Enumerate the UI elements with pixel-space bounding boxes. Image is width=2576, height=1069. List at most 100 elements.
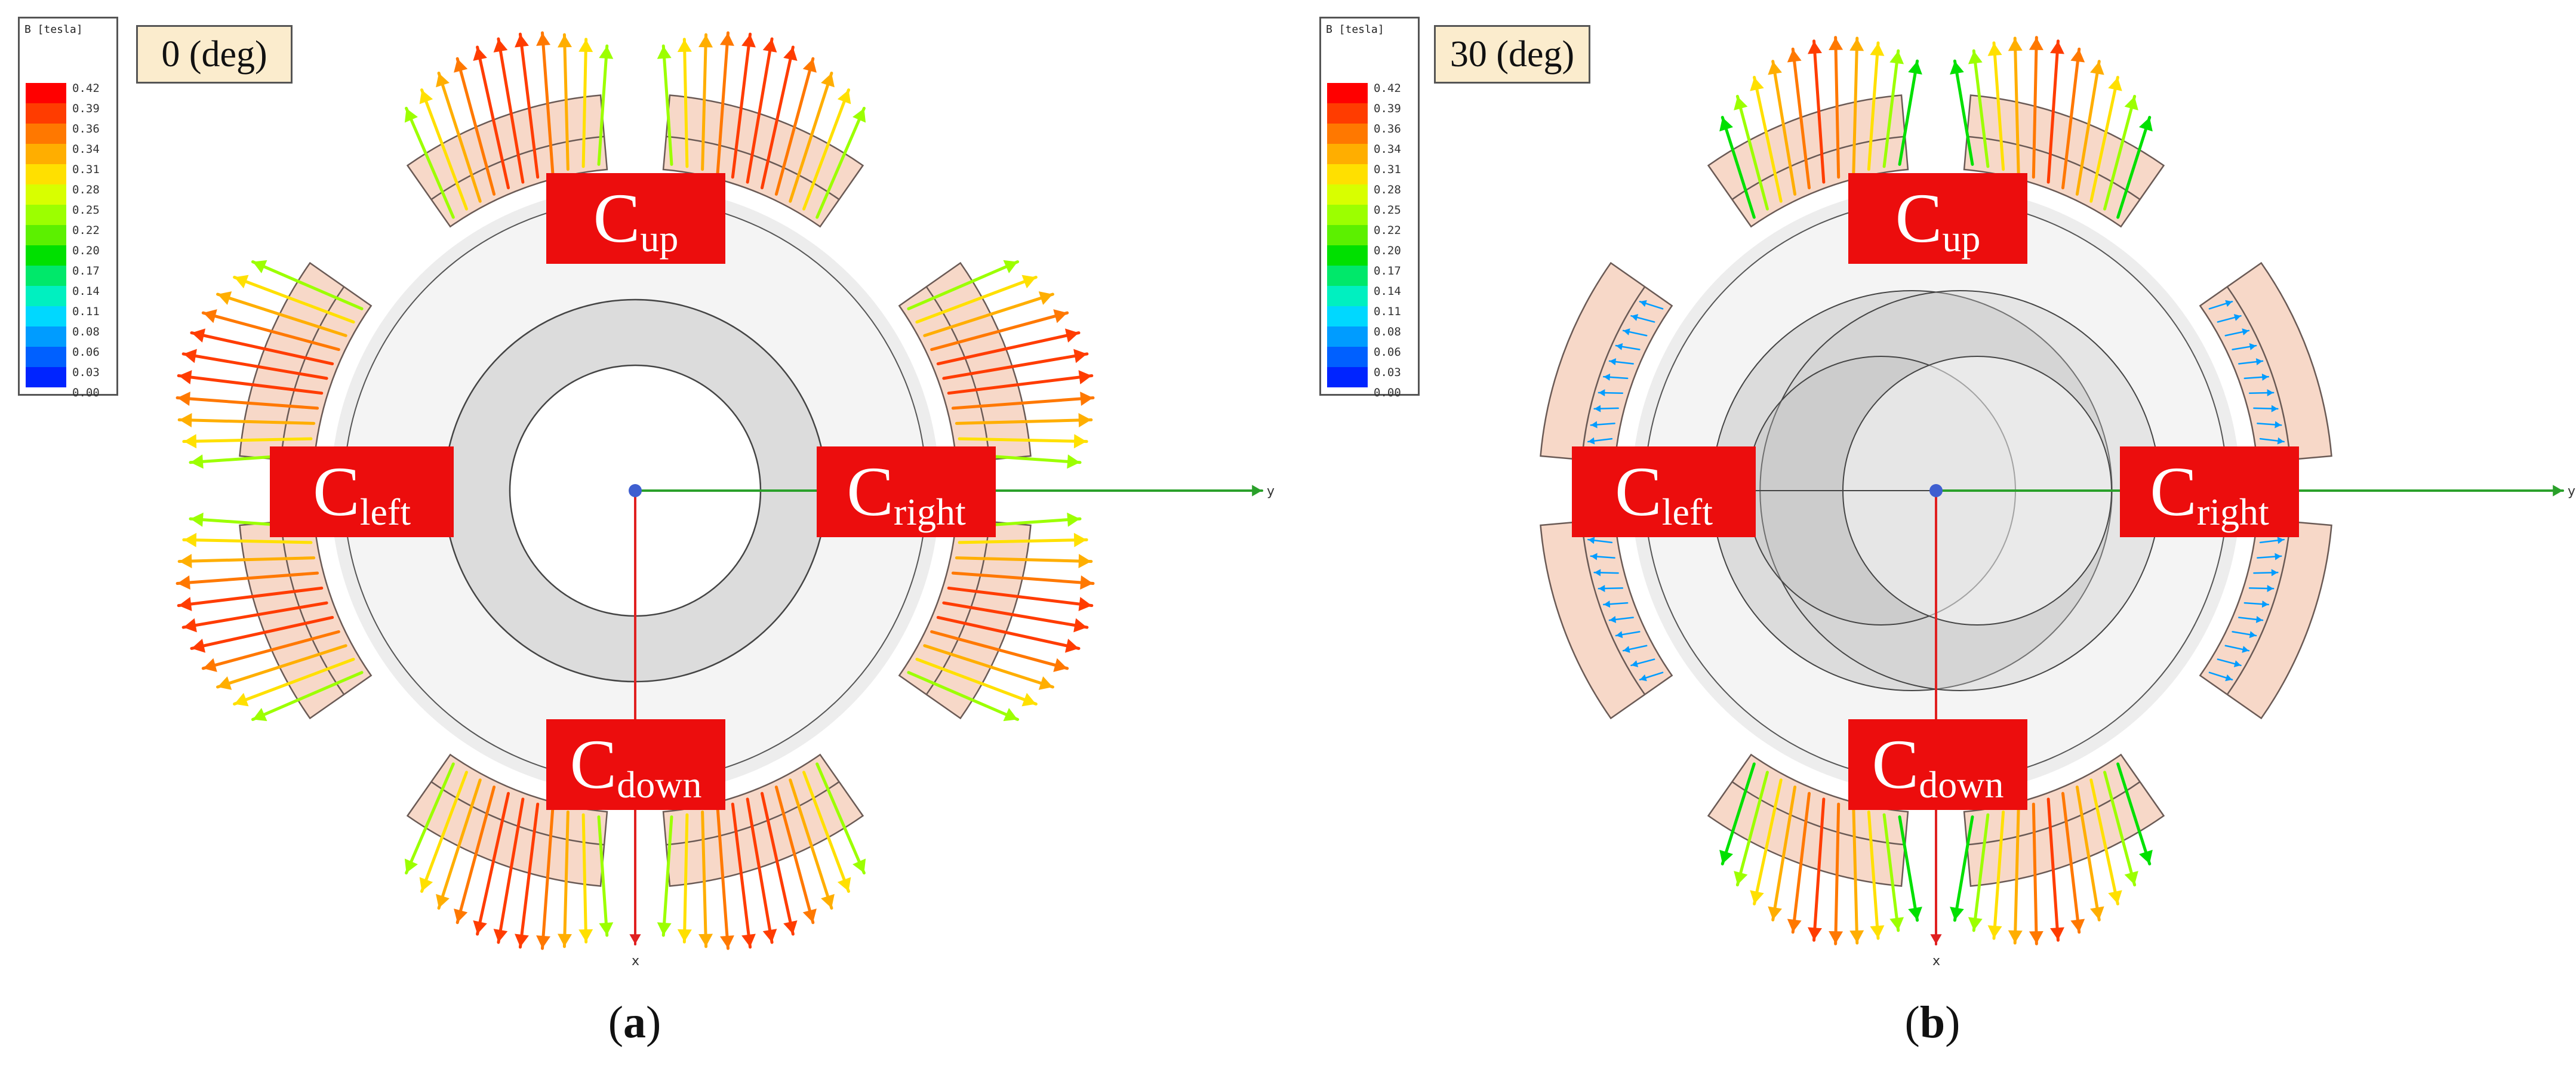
legend-tick-label: 0.03 [72,366,100,379]
legend-swatch [26,347,66,367]
field-arrow-head [1073,618,1087,633]
field-arrow-head [1021,692,1036,707]
origin-marker [629,484,642,497]
legend-swatch [1327,245,1368,266]
field-arrow-head [1078,554,1091,569]
field-arrow-head [1808,927,1822,941]
field-arrow-head [454,58,468,73]
field-arrow [955,418,1093,425]
field-arrow [405,762,455,875]
magnet-segment [2199,517,2332,720]
field-arrow [1812,797,1826,942]
field-arrow [201,311,340,352]
field-arrow [176,571,319,585]
field-arrow-head [2029,37,2043,51]
legend-swatch [26,245,66,266]
field-arrow-head [1594,405,1601,412]
field-arrow-head [217,676,232,690]
field-arrow [789,778,833,910]
legend-swatch [26,266,66,286]
coil-letter: C [847,452,894,531]
field-arrow-head [1829,931,1843,944]
field-arrow-head [1073,434,1087,449]
field-arrow-head [178,370,192,384]
field-arrow [1852,806,1859,945]
field-arrow-head [1787,919,1802,932]
field-arrow-head [2138,117,2153,132]
field-arrow-head [2233,660,2241,667]
field-arrow [774,57,815,196]
field-arrow-head [1604,373,1611,381]
field-arrow-head [1615,343,1623,350]
field-arrow [581,813,588,944]
field-arrow-head [203,658,217,672]
field-arrow [1898,59,1919,166]
coil-subscript: left [359,491,411,533]
field-arrow [1834,36,1841,179]
legend-swatch [26,205,66,225]
legend-swatch [1327,164,1368,184]
field-arrow [182,538,313,544]
caption-close-paren: ) [1945,997,1961,1048]
field-arrow [1992,41,2005,171]
magnet-segment [898,261,1032,464]
field-arrow-head [762,39,777,53]
field-arrow-head [183,434,197,449]
field-arrow [190,331,334,366]
field-arrow-head [2255,358,2263,366]
field-arrow-head [837,90,851,104]
field-arrow-head [1734,96,1748,110]
field-arrow-head [2124,871,2138,885]
magnet-segment-divider [430,135,605,201]
field-arrow-head [2050,927,2064,941]
field-arrow-head [1829,37,1843,51]
coil-subscript: down [617,763,702,806]
legend-swatch [26,367,66,387]
field-arrow-head [1038,291,1053,305]
field-arrow-head [473,47,487,61]
field-arrow-head [1604,600,1611,608]
field-arrow [1953,59,1974,166]
caption-close-paren: ) [646,997,661,1048]
coil-letter: C [1872,725,1919,803]
field-arrow-head [1064,328,1079,343]
field-arrow [958,437,1088,443]
field-arrow-head [1003,260,1018,273]
field-arrow [2089,76,2119,203]
legend-swatch [26,83,66,103]
field-arrow-head [253,260,267,273]
field-arrow-head [1950,907,1964,920]
y-axis-label: y [1267,484,1275,499]
y-axis-head [2553,485,2563,497]
field-arrow [930,630,1069,670]
field-arrow [181,352,328,380]
legend-tick-label: 0.14 [72,285,100,298]
field-arrow [951,571,1095,585]
field-arrow-head [536,33,551,46]
field-arrow [1867,810,1880,940]
field-arrow [936,615,1081,650]
field-arrow-head [2008,38,2023,51]
field-arrow [774,785,815,925]
field-arrow-head [515,934,529,947]
legend-title: B [tesla] [24,23,83,36]
field-arrow-head [179,412,192,427]
field-arrow [789,72,833,203]
field-arrow-head [1908,907,1922,920]
field-arrow-head [1067,454,1081,469]
field-arrow-head [1750,77,1764,91]
field-arrow [1753,76,1783,203]
field-arrow [915,658,1038,706]
field-arrow-head [2225,674,2233,682]
field-arrow-head [217,291,232,305]
field-arrow [181,601,328,629]
coil-letter: C [1615,452,1662,531]
y-axis-head [1252,485,1262,497]
magnet-segment [1707,94,1909,228]
field-arrow-head [1053,658,1067,672]
field-arrow-head [1849,38,1864,51]
legend-tick-label: 0.34 [72,143,100,156]
